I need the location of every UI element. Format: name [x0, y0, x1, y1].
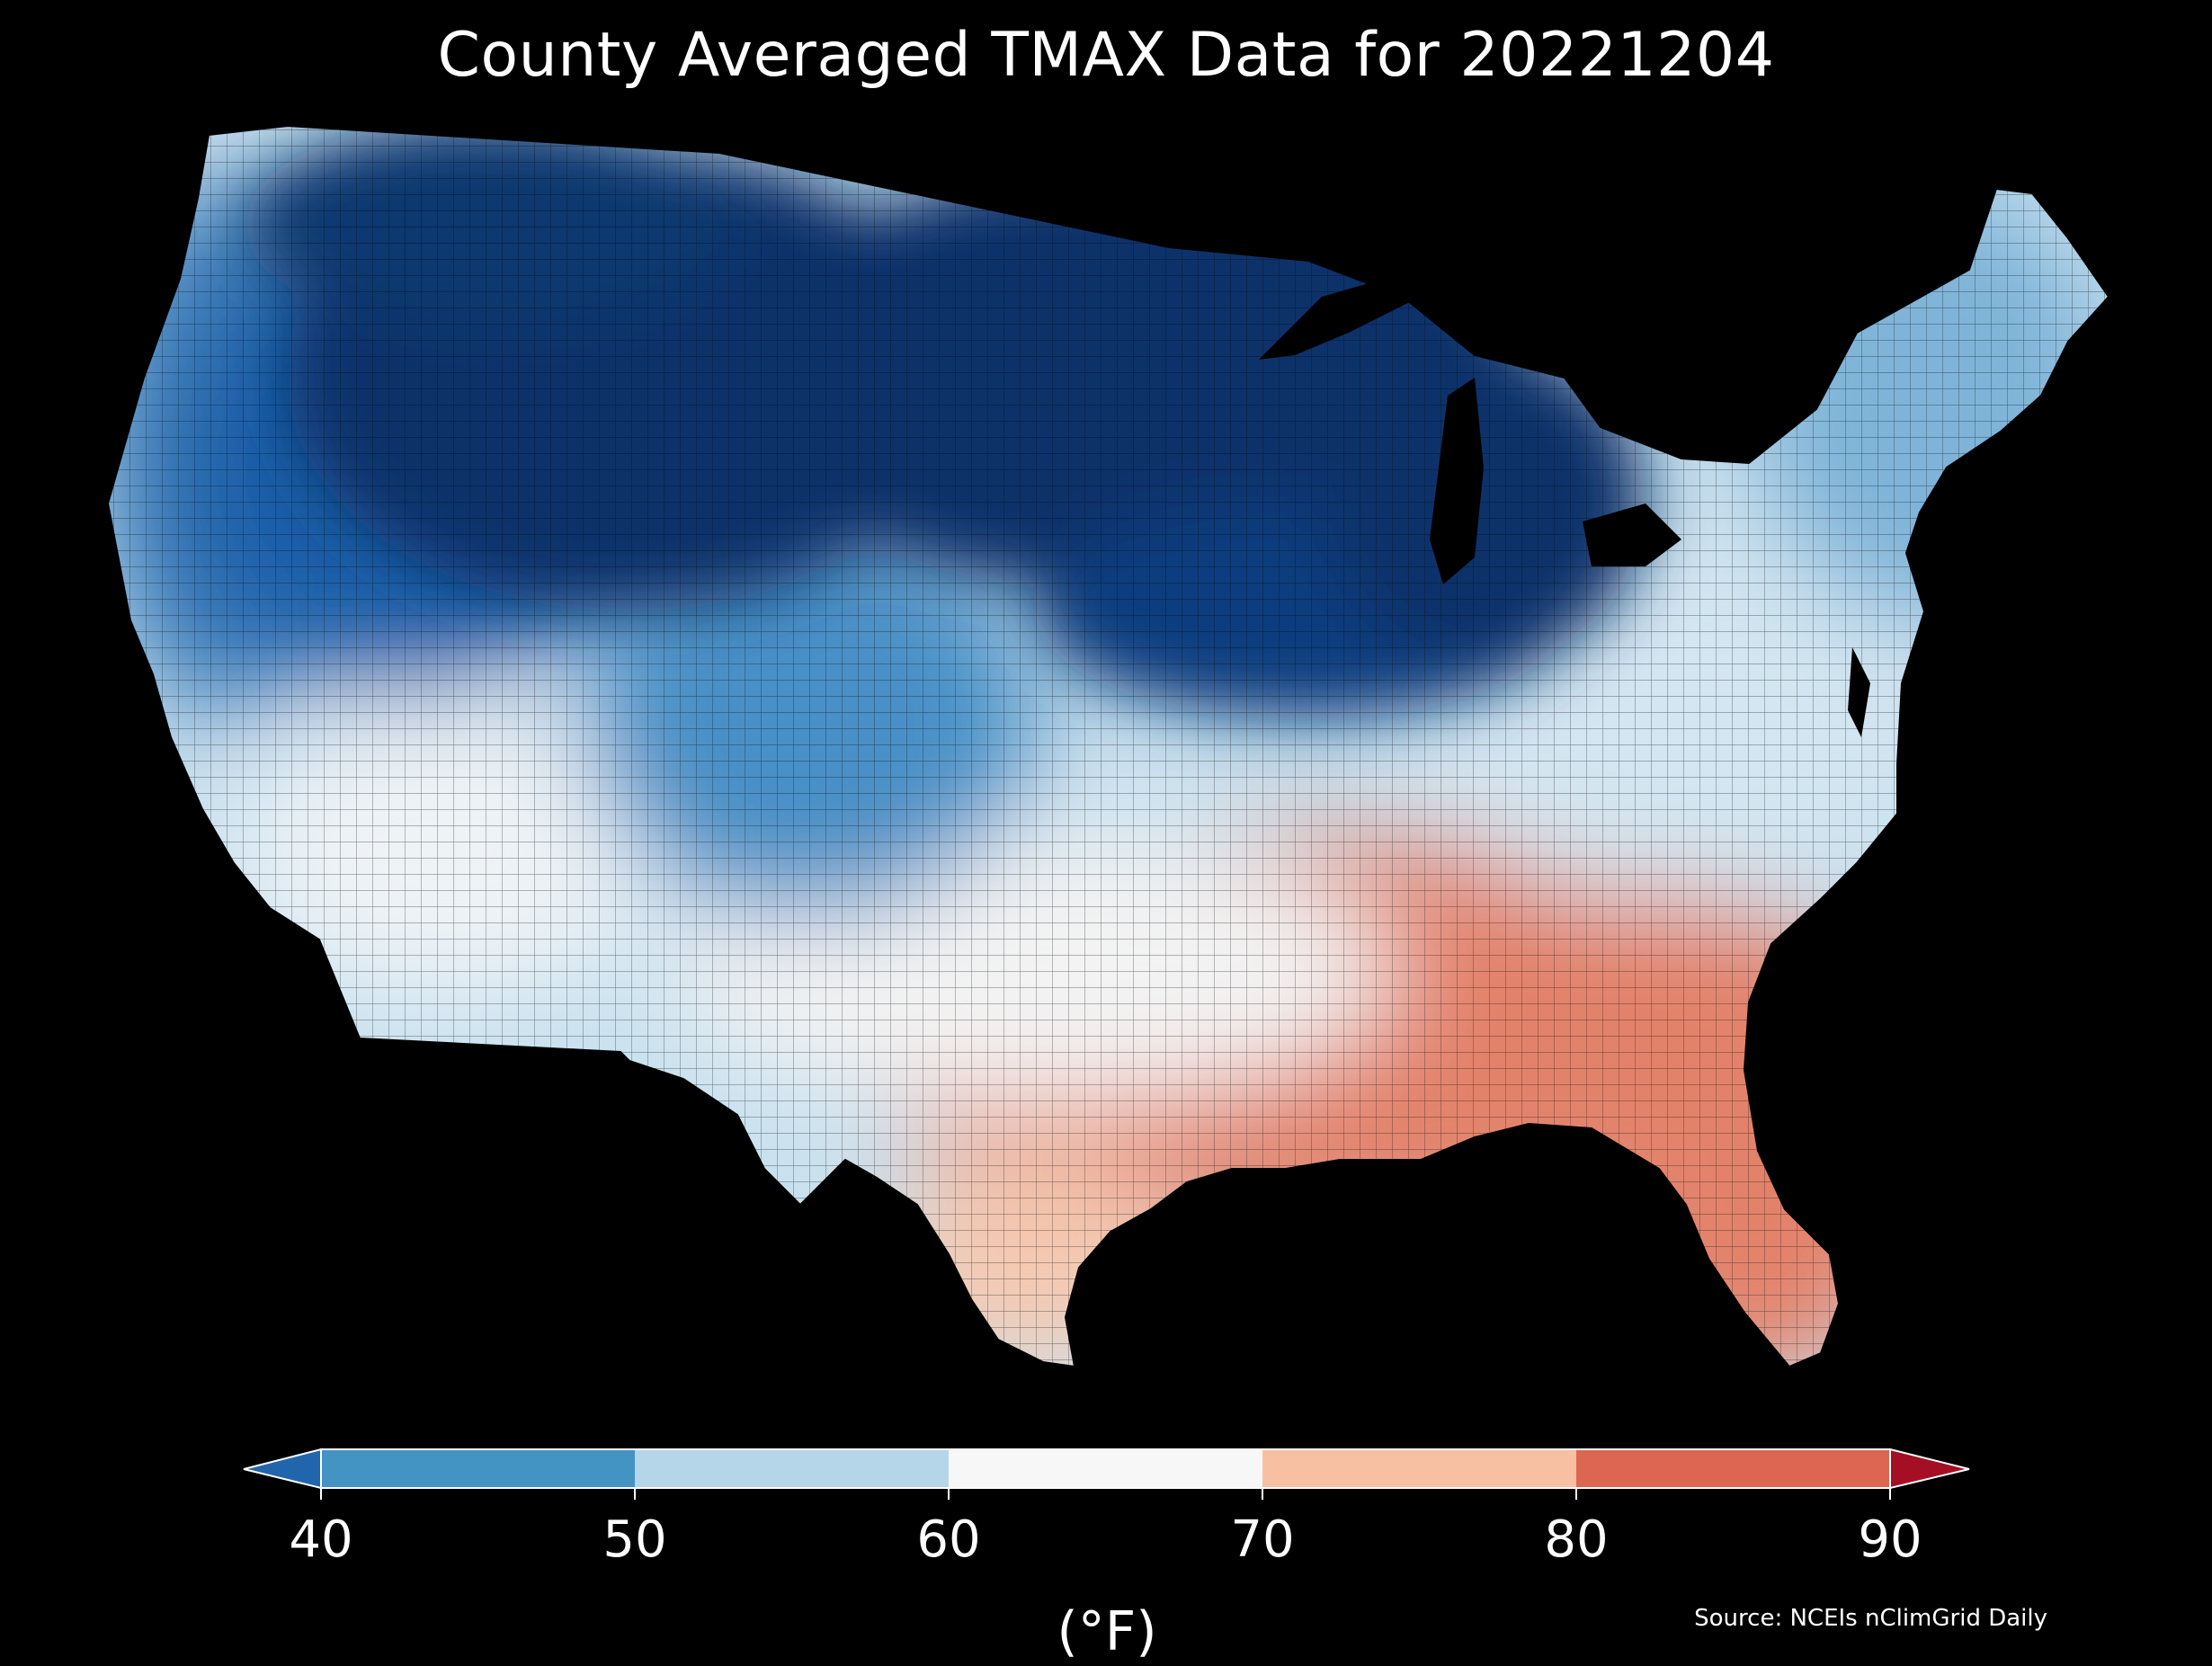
colorbar-bin-40-50 — [321, 1449, 635, 1488]
colorbar-bin-60-70 — [949, 1449, 1262, 1488]
lake-erie — [1583, 503, 1681, 566]
lake-michigan — [1430, 378, 1484, 584]
colorbar-tick-label: 80 — [1544, 1510, 1609, 1569]
lake-superior — [1259, 279, 1421, 360]
colorbar-bin-70-80 — [1262, 1449, 1576, 1488]
colorbar-tick-label: 70 — [1230, 1510, 1295, 1569]
colorbar-tick-label: 90 — [1858, 1510, 1922, 1569]
map-title: County Averaged TMAX Data for 20221204 — [437, 20, 1775, 91]
colorbar-unit-label: (°F) — [1057, 1600, 1157, 1663]
colorbar-tick-label: 50 — [602, 1510, 667, 1569]
colorbar-tick-label: 40 — [289, 1510, 353, 1569]
source-credit: Source: NCEIs nClimGrid Daily — [1694, 1605, 2047, 1632]
chesapeake-bay — [1848, 647, 1870, 737]
colorbar-bin-50-60 — [635, 1449, 949, 1488]
colorbar-tick-label: 60 — [916, 1510, 981, 1569]
us-outline — [106, 124, 2110, 1368]
colorbar-frame — [320, 1448, 1891, 1489]
colorbar-bin-under — [243, 1448, 322, 1490]
colorbar-bin-over — [1889, 1448, 1970, 1490]
colorbar-bin-80-90 — [1576, 1449, 1890, 1488]
